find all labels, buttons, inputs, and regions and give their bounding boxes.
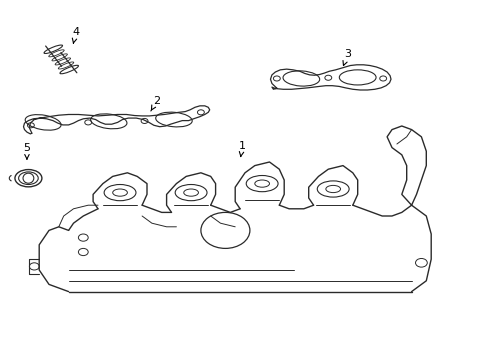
Text: 3: 3 <box>343 49 351 66</box>
Text: 1: 1 <box>239 141 246 157</box>
Text: 2: 2 <box>151 96 160 111</box>
Text: 4: 4 <box>73 27 79 43</box>
Text: 5: 5 <box>24 143 30 159</box>
